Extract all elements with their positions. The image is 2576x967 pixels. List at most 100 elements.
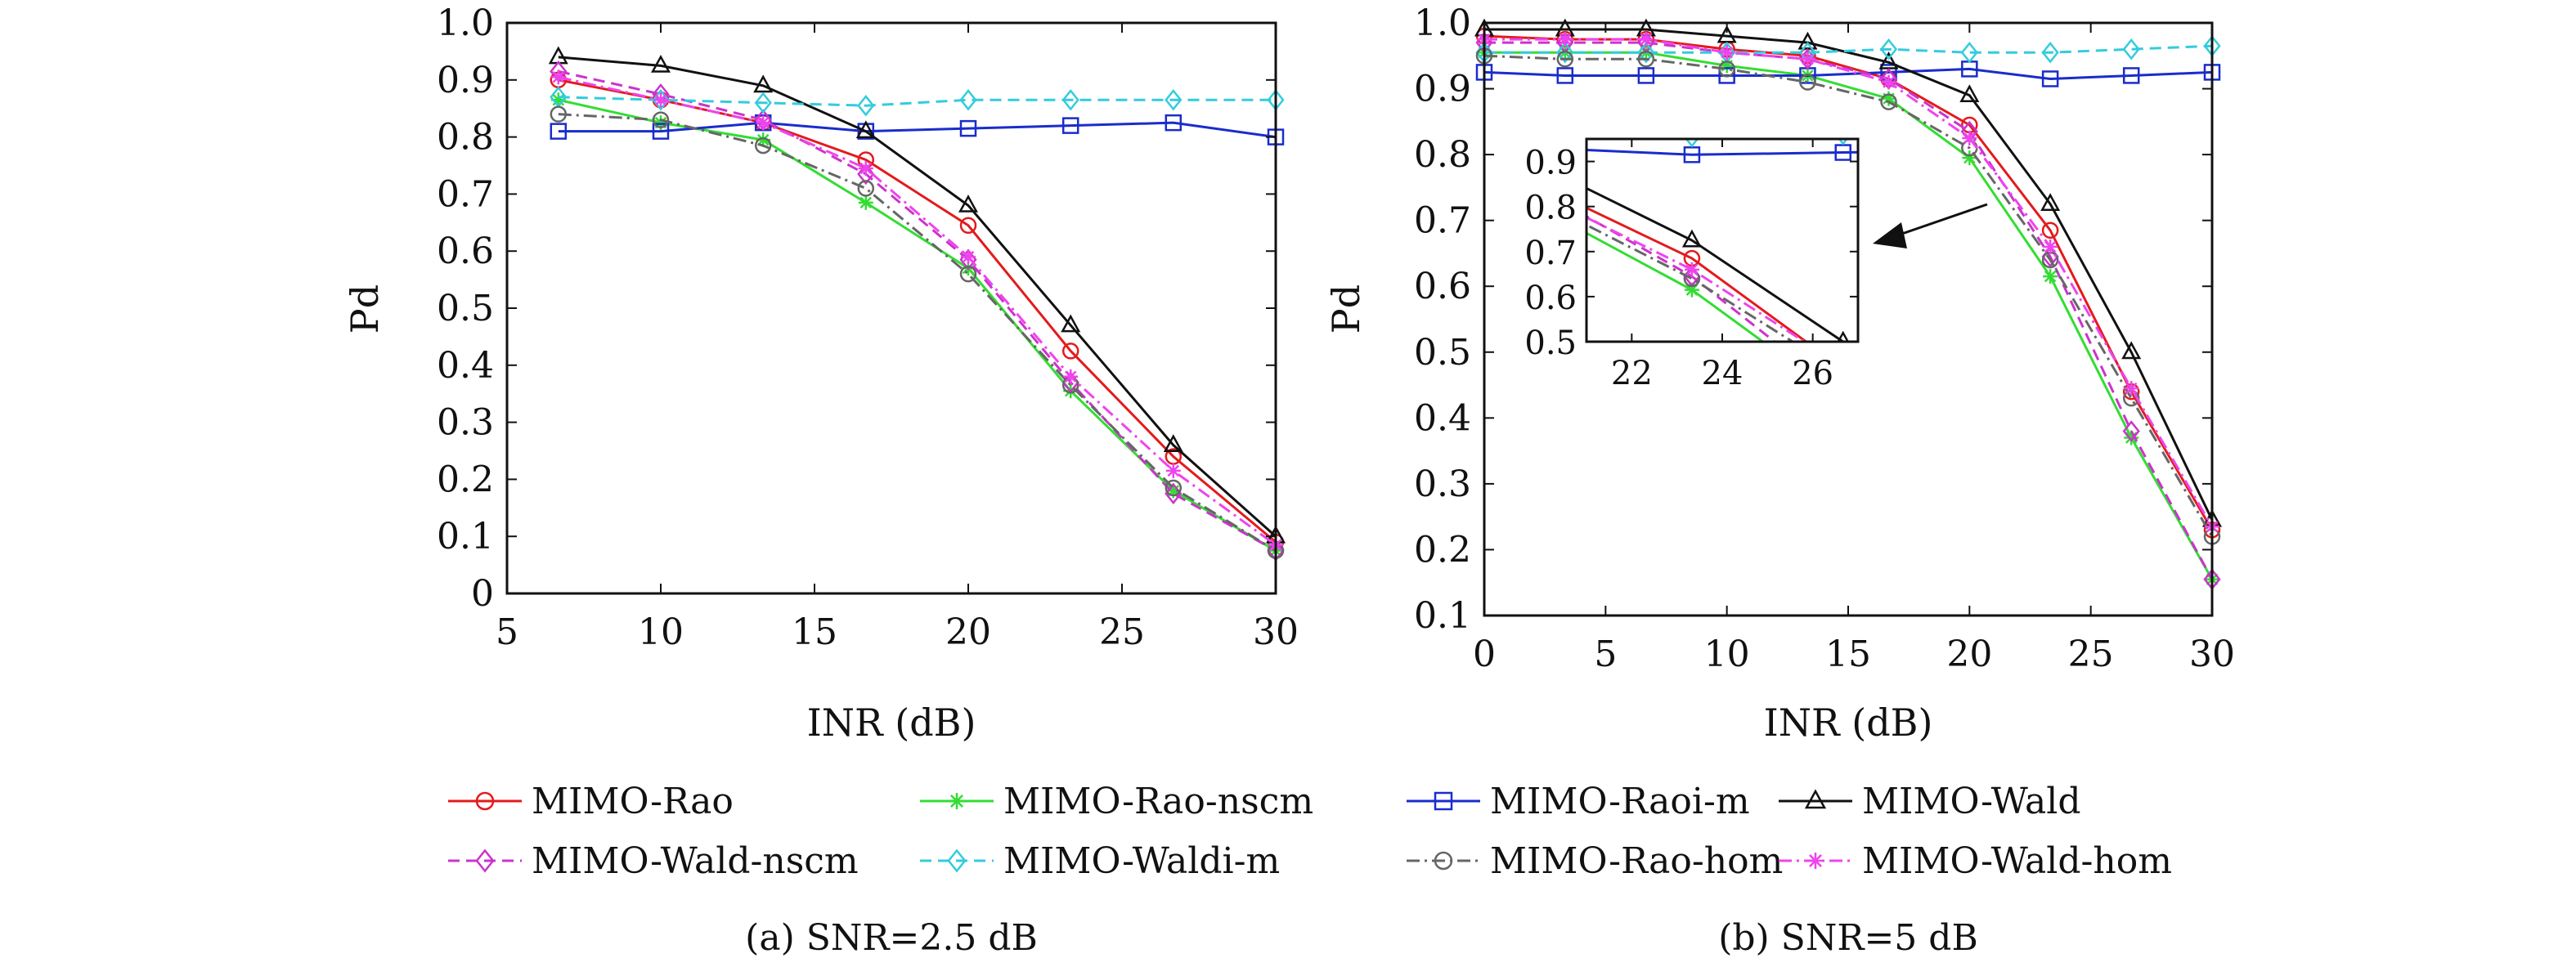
chart-panel-a: 5 10 15 20 25 30 0 0.1 0.2 0.3 0.4 0.5 0.6 0.7 0.8 0.9 1… (343, 2, 1299, 959)
legend-entry-mimo-raoi-m: MIMO-Raoi-m (1407, 781, 1750, 822)
plot-b-ylabel: Pd (1324, 284, 1368, 334)
legend-marker (475, 848, 495, 873)
data-point-mimo-rao-hom (1383, 163, 1398, 178)
series-line-mimo-waldi-m (636, 132, 1994, 137)
data-point-mimo-raoi-m (931, 145, 945, 160)
data-point-mimo-waldi-m (1165, 88, 1183, 111)
series-line-mimo-raoi-m (1483, 67, 2213, 80)
legend-entry-mimo-wald-nscm: MIMO-Wald-nscm (448, 840, 859, 882)
data-point-mimo-wald-hom (1232, 134, 1247, 149)
legend-label: MIMO-Rao-hom (1490, 840, 1783, 882)
data-point-mimo-rao-hom (1081, 141, 1096, 155)
data-point-mimo-raoi-m (1061, 117, 1079, 134)
y-tick-label: 0.3 (1414, 463, 1471, 505)
data-point-mimo-rao-hom (550, 105, 568, 123)
y-tick-label: 0.9 (437, 60, 494, 101)
series-mimo-raoi-m (1475, 60, 2221, 87)
legend-marker (1804, 789, 1827, 809)
data-point-mimo-rao-hom (1718, 60, 1735, 78)
data-point-mimo-rao (1836, 361, 1851, 376)
x-tick-label: 10 (1704, 633, 1750, 675)
series-mimo-waldi-m (636, 123, 2001, 148)
data-point-mimo-wald-hom (629, 120, 644, 135)
data-point-mimo-rao-nscm (1232, 145, 1247, 160)
data-point-mimo-wald-hom (653, 92, 668, 108)
data-point-mimo-wald (1837, 330, 1850, 342)
data-point-mimo-rao (931, 120, 945, 135)
data-point-mimo-wald-hom (756, 115, 771, 131)
data-point-mimo-waldi-m (652, 88, 670, 111)
data-point-mimo-wald-hom (1557, 32, 1573, 47)
data-point-mimo-wald-nscm (857, 163, 875, 186)
data-point-mimo-wald-nscm (2122, 420, 2140, 442)
x-tick-label: 5 (496, 611, 518, 653)
plot-a-ticks: 5 10 15 20 25 30 0 0.1 0.2 0.3 0.4 0.5 0.6 0.7 0.8 0.9 1… (437, 2, 1299, 653)
data-point-mimo-rao-hom (754, 137, 772, 154)
data-point-mimo-rao-hom (1232, 150, 1247, 164)
data-point-mimo-wald-hom (1063, 369, 1079, 384)
x-tick-label: 30 (1253, 611, 1299, 653)
y-tick-label: 0.9 (1524, 145, 1577, 182)
x-tick-label: 20 (1946, 633, 1992, 675)
data-point-mimo-wald-hom (1800, 51, 1815, 67)
data-point-mimo-wald-hom (1383, 150, 1398, 164)
legend-entry-mimo-rao-hom: MIMO-Rao-hom (1407, 840, 1783, 882)
data-point-mimo-wald (1681, 229, 1702, 248)
y-tick-label: 0.4 (437, 345, 494, 387)
y-tick-label: 0.7 (437, 173, 494, 215)
data-point-mimo-wald-nscm (1986, 488, 2001, 507)
y-tick-label: 0.8 (1524, 190, 1577, 227)
data-point-mimo-raoi-m (1556, 67, 1574, 84)
data-point-mimo-raoi-m (2122, 67, 2140, 84)
x-tick-label: 15 (1825, 633, 1871, 675)
y-tick-label: 0.5 (1414, 332, 1471, 374)
data-point-mimo-wald-hom (1165, 463, 1181, 478)
inset-ticks: 22 24 26 0.5 0.6 0.7 0.8 0.9 (1524, 139, 1858, 392)
plot-b-inset: 22 24 26 0.5 0.6 0.7 0.8 0.9 (629, 120, 2001, 507)
plot-a-ylabel: Pd (343, 284, 387, 334)
data-point-mimo-wald (753, 74, 774, 93)
series-line-mimo-rao-hom (1586, 223, 1795, 342)
data-point-mimo-wald-hom (2043, 239, 2058, 254)
series-line-mimo-rao-hom (558, 113, 1277, 552)
data-point-mimo-waldi-m (2122, 38, 2140, 60)
data-point-mimo-wald-hom (1684, 262, 1699, 277)
data-point-mimo-rao-hom (652, 111, 670, 128)
series-line-mimo-waldi-m (558, 96, 1276, 107)
data-point-mimo-rao-hom (931, 134, 945, 149)
y-tick-label: 0.2 (437, 459, 494, 500)
series-line-mimo-wald (558, 56, 1277, 538)
data-point-mimo-rao (1383, 147, 1398, 162)
inset-series (629, 120, 2001, 507)
data-point-mimo-waldi-m (1986, 123, 2001, 141)
y-tick-label: 0.8 (437, 117, 494, 159)
x-tick-label: 15 (792, 611, 837, 653)
chart-legend: MIMO-Rao MIMO-Rao-nscm MIMO-Raoi-m MIMO-Wal… (448, 781, 2172, 882)
inset-background (1586, 139, 1858, 342)
data-point-mimo-rao-hom (1556, 51, 1574, 68)
data-point-mimo-waldi-m (1534, 128, 1549, 146)
data-point-mimo-rao-nscm (1836, 393, 1851, 408)
data-point-mimo-rao (1061, 342, 1079, 360)
data-point-mimo-raoi-m (1165, 114, 1183, 132)
legend-label: MIMO-Wald (1862, 781, 2081, 822)
data-point-mimo-wald-nscm (1383, 145, 1398, 164)
x-tick-label: 22 (1611, 355, 1653, 392)
series-line-mimo-wald-hom (558, 75, 1277, 546)
data-point-mimo-waldi-m (1879, 38, 1898, 60)
data-point-mimo-waldi-m (1637, 41, 1655, 64)
data-point-mimo-rao (2041, 222, 2059, 239)
data-point-mimo-wald (855, 120, 876, 139)
legend-entry-mimo-rao: MIMO-Rao (448, 781, 734, 822)
data-point-mimo-wald-hom (1986, 454, 2001, 468)
data-point-mimo-waldi-m (857, 94, 875, 117)
series-line-mimo-waldi-m (1484, 44, 2213, 54)
data-point-mimo-waldi-m (2041, 41, 2059, 64)
plot-b-series (1474, 18, 2223, 590)
x-tick-label: 25 (1099, 611, 1145, 653)
data-point-mimo-raoi-m (1383, 143, 1398, 158)
data-point-mimo-waldi-m (1960, 41, 1978, 64)
series-line-mimo-raoi-m (558, 121, 1277, 139)
y-tick-label: 0.8 (1414, 134, 1471, 176)
data-point-mimo-rao-hom (1880, 93, 1897, 110)
